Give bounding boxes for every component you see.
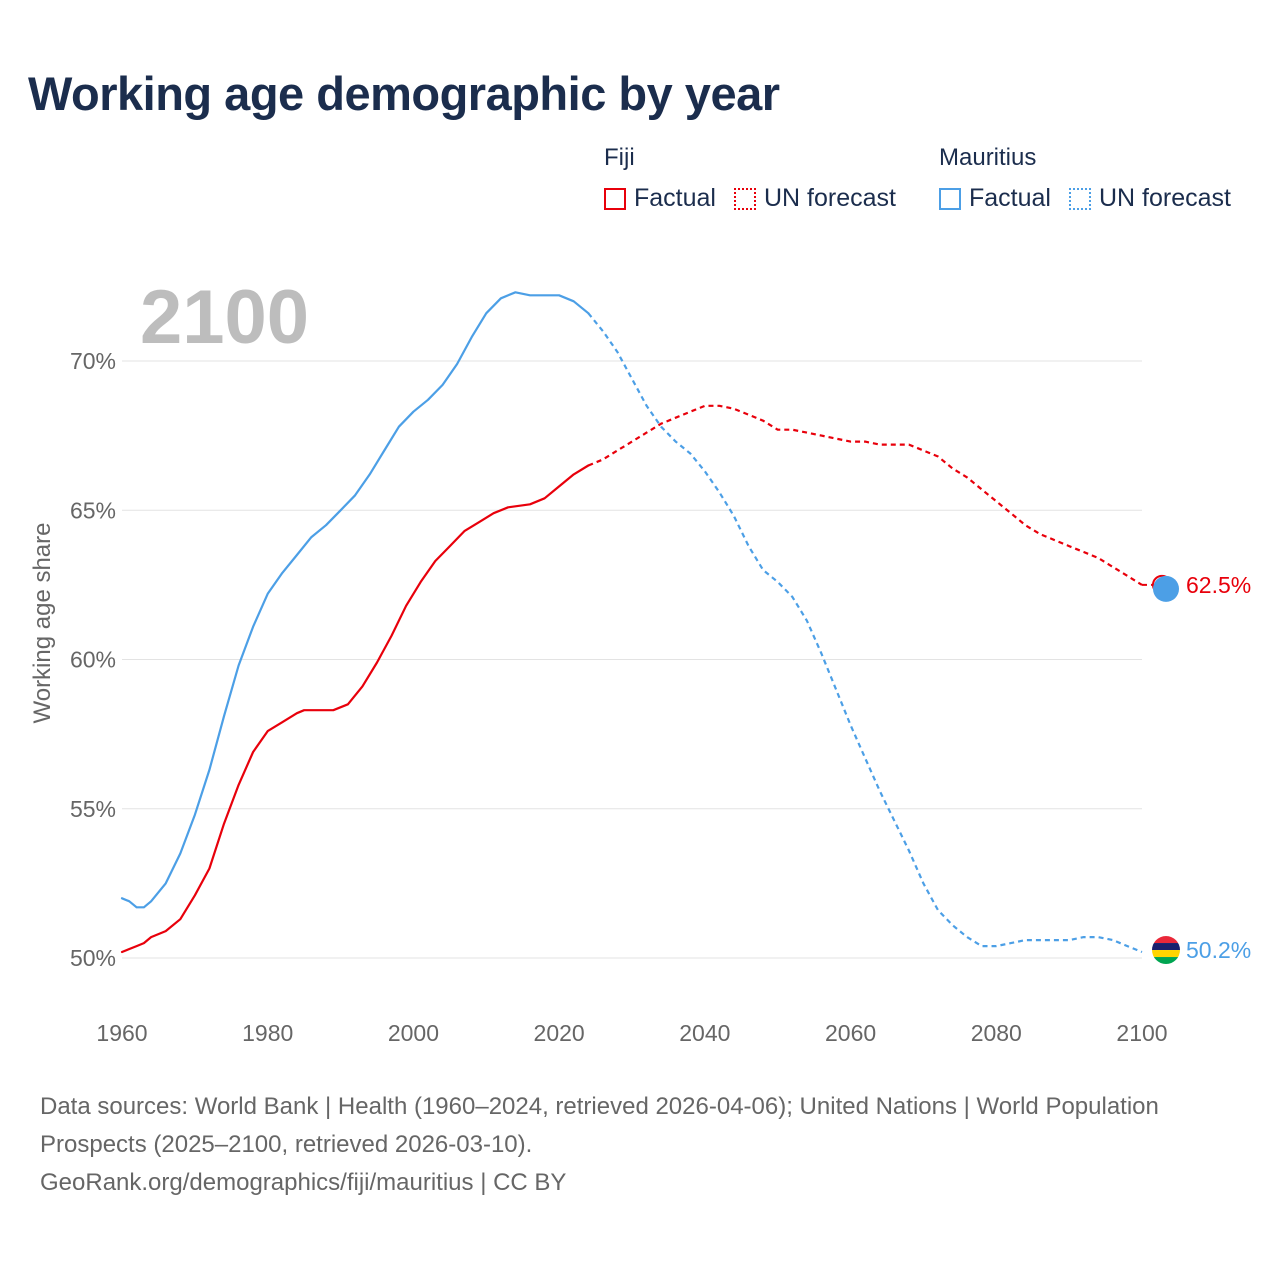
chart-title: Working age demographic by year — [28, 67, 780, 120]
series-line-mauritius-factual — [120, 291, 590, 909]
y-tick-label: 70% — [70, 348, 116, 374]
y-tick-label: 55% — [70, 796, 116, 822]
x-tick-label: 2040 — [679, 1020, 730, 1046]
legend-swatch-solid-icon — [939, 187, 961, 210]
y-tick-label: 60% — [70, 647, 116, 673]
flag-stripe — [1152, 936, 1180, 944]
series-end-label-mauritius: 50.2% — [1186, 937, 1251, 963]
y-axis-label: Working age share — [29, 523, 56, 724]
series-line-fiji-factual — [120, 464, 590, 954]
legend-swatch-dotted-icon — [733, 187, 756, 210]
data-sources: Data sources: World Bank | Health (1960–… — [40, 1093, 1159, 1158]
legend-label: UN forecast — [763, 184, 896, 212]
series-line-fiji-forecast — [587, 404, 1143, 586]
legend-label: Factual — [969, 184, 1051, 212]
series-line-mauritius-forecast — [587, 312, 1143, 954]
mauritius-flag-icon — [1152, 936, 1180, 965]
legend-group-mauritius[interactable]: Mauritius Factual UN forecast — [939, 144, 1231, 213]
y-tick-label: 50% — [70, 945, 116, 971]
legend-country-mauritius: Mauritius — [939, 144, 1037, 171]
legend-swatch-solid-icon — [604, 187, 626, 210]
x-tick-label: 2060 — [825, 1020, 876, 1046]
x-tick-label: 1980 — [242, 1020, 293, 1046]
legend-swatch-dotted-icon — [1068, 187, 1091, 210]
x-tick-label: 2080 — [971, 1020, 1022, 1046]
legend-country-fiji: Fiji — [604, 144, 635, 171]
flag-stripe — [1152, 950, 1180, 958]
legend-item-fiji-forecast[interactable]: UN forecast — [733, 184, 896, 213]
x-tick-label: 1960 — [96, 1020, 147, 1046]
legend-item-mauritius-factual[interactable]: Factual — [939, 184, 1051, 213]
line-chart[interactable]: 2100 50% 55% 60% 65% 70% 1960 1980 2000 2020 204… — [0, 0, 1280, 1080]
y-tick-label: 65% — [70, 497, 116, 523]
footer: Data sources: World Bank | Health (1960–… — [40, 1088, 1180, 1202]
series-end-label-fiji: 62.5% — [1186, 572, 1251, 598]
x-tick-label: 2000 — [388, 1020, 439, 1046]
flag-stripe — [1152, 957, 1180, 965]
legend-label: UN forecast — [1098, 184, 1231, 212]
legend-item-fiji-factual[interactable]: Factual — [604, 184, 716, 213]
flag-stripe — [1152, 943, 1180, 951]
credit-link[interactable]: GeoRank.org/demographics/fiji/mauritius … — [40, 1169, 567, 1196]
legend-group-fiji[interactable]: Fiji Factual UN forecast — [604, 144, 914, 213]
legend-label: Factual — [634, 184, 716, 212]
year-watermark: 2100 — [140, 275, 309, 360]
mauritius-marker-icon — [1153, 575, 1179, 602]
x-tick-label: 2100 — [1116, 1020, 1167, 1046]
x-tick-label: 2020 — [534, 1020, 585, 1046]
legend-item-mauritius-forecast[interactable]: UN forecast — [1068, 184, 1231, 213]
